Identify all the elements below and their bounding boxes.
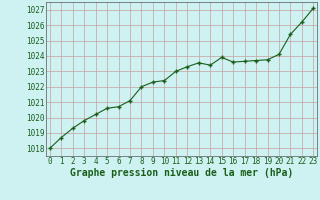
X-axis label: Graphe pression niveau de la mer (hPa): Graphe pression niveau de la mer (hPa): [70, 168, 293, 178]
